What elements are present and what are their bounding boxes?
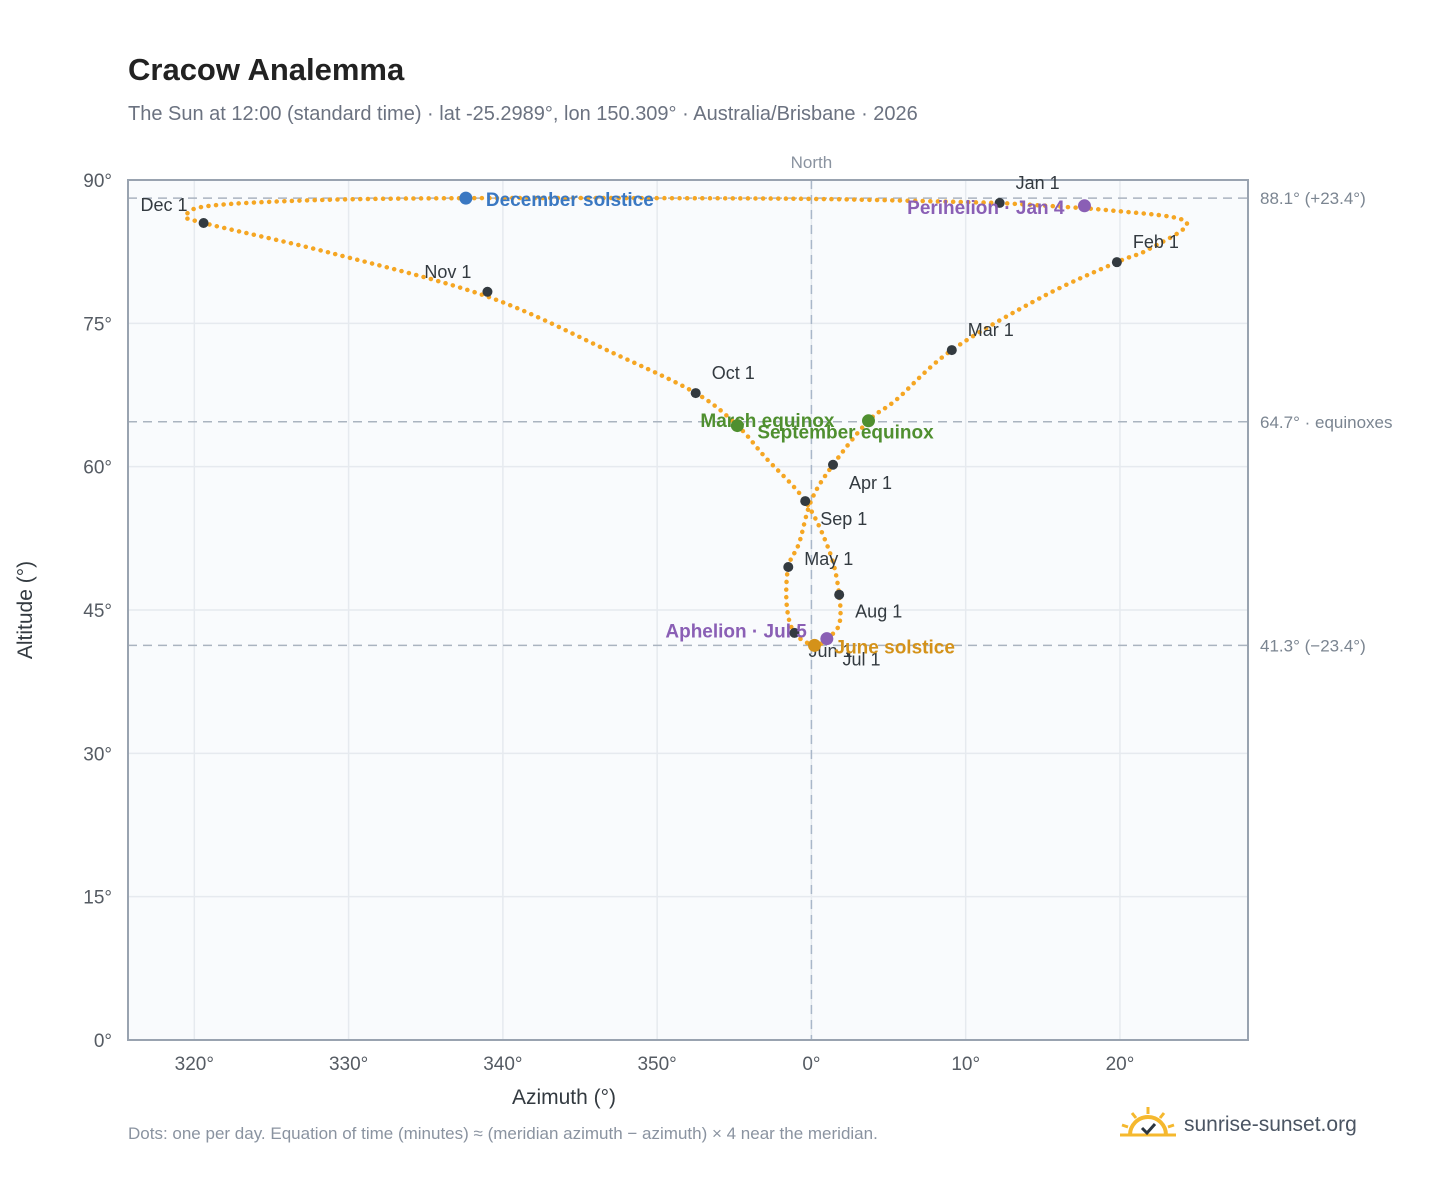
month-label: Jul 1: [843, 649, 881, 669]
month-label: Oct 1: [712, 363, 755, 383]
month-label: Dec 1: [141, 195, 188, 215]
event-label: Aphelion · Jul 5: [665, 622, 807, 643]
month-label: Nov 1: [424, 262, 471, 282]
x-tick-label: 320°: [175, 1054, 214, 1075]
y-tick-label: 60°: [83, 458, 112, 479]
chart-subtitle: The Sun at 12:00 (standard time) · lat -…: [128, 103, 918, 125]
y-tick-label: 30°: [83, 744, 112, 765]
event-label: December solstice: [486, 190, 654, 211]
month-marker: [198, 218, 209, 228]
month-marker: [800, 496, 811, 507]
event-label: Perihelion · Jan 4: [907, 198, 1065, 219]
y-tick-label: 15°: [83, 888, 112, 909]
month-label: Jan 1: [1016, 173, 1060, 193]
brand-logo[interactable]: sunrise-sunset.org: [1120, 1100, 1357, 1150]
x-tick-label: 350°: [637, 1054, 676, 1075]
x-tick-label: 330°: [329, 1054, 368, 1075]
event-marker: [861, 414, 875, 428]
month-label: Feb 1: [1133, 232, 1179, 252]
month-marker: [994, 197, 1005, 208]
month-marker: [783, 562, 794, 572]
x-tick-label: 340°: [483, 1054, 522, 1075]
sun-logo-icon: [1120, 1107, 1176, 1137]
event-marker: [820, 632, 834, 646]
y-tick-label: 90°: [83, 171, 112, 192]
y-tick-label: 75°: [83, 314, 112, 335]
y-tick-label: 0°: [94, 1031, 112, 1052]
chart-title: Cracow Analemma: [128, 52, 405, 87]
y-axis-title: Altitude (°): [14, 561, 37, 659]
x-tick-label: 0°: [802, 1054, 820, 1075]
analemma-daily-dots: [182, 195, 1190, 648]
month-label: Mar 1: [968, 320, 1014, 340]
event-marker: [459, 191, 473, 205]
month-marker: [482, 286, 493, 297]
month-marker: [690, 388, 701, 399]
x-tick-label: 20°: [1106, 1054, 1135, 1075]
meridian-label: North: [791, 153, 833, 172]
month-label: May 1: [804, 549, 853, 569]
reference-line-label: 88.1° (+23.4°): [1260, 189, 1366, 208]
event-marker: [730, 419, 744, 433]
x-axis-title: Azimuth (°): [512, 1086, 616, 1109]
brand-name: sunrise-sunset.org: [1184, 1113, 1357, 1136]
x-tick-label: 10°: [951, 1054, 980, 1075]
event-marker: [1077, 199, 1091, 213]
reference-line-label: 64.7° · equinoxes: [1260, 413, 1393, 432]
event-label: September equinox: [757, 423, 934, 444]
month-marker: [946, 345, 957, 356]
event-marker: [808, 638, 822, 652]
event-label: June solstice: [835, 637, 955, 658]
reference-line-label: 41.3° (−23.4°): [1260, 636, 1366, 655]
plot-border: [127, 179, 1249, 1041]
month-marker: [1111, 257, 1122, 268]
footnote: Dots: one per day. Equation of time (min…: [128, 1124, 878, 1143]
y-tick-label: 45°: [83, 601, 112, 622]
month-marker: [834, 589, 845, 600]
month-marker: [789, 627, 800, 638]
month-marker: [828, 459, 839, 470]
month-label: Sep 1: [820, 509, 867, 529]
month-label: Apr 1: [849, 473, 892, 493]
month-label: Aug 1: [855, 602, 902, 622]
